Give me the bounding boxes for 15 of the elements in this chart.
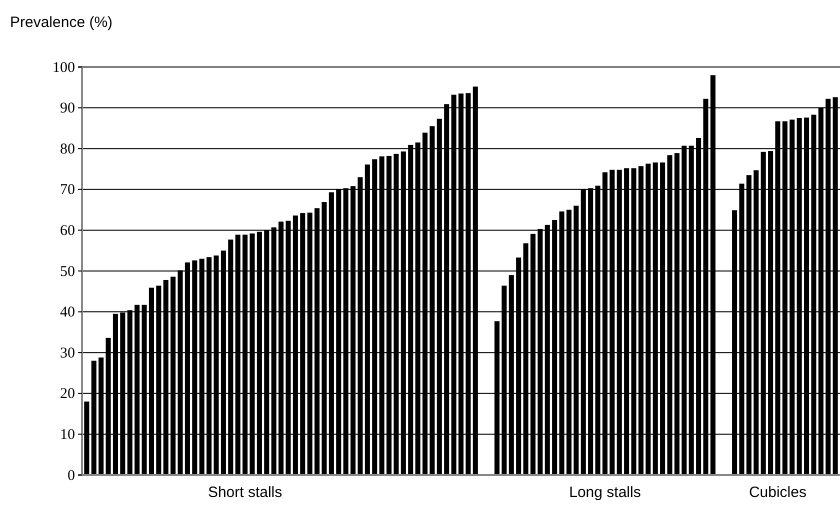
y-tick-label: 10 [60,427,75,443]
y-tick-label: 100 [52,60,75,76]
y-tick-label: 40 [60,304,75,321]
y-tick-label: 90 [60,100,75,117]
x-tick-label: Long stalls [569,484,641,501]
y-tick-label: 60 [60,223,75,239]
y-tick-label: 20 [60,386,75,402]
x-tick-label: Cubicles [748,484,806,501]
y-tick-label: 50 [60,264,75,280]
y-tick-label: 0 [68,468,75,484]
y-axis-title: Prevalence (%) [10,14,113,31]
y-tick-label: 30 [60,345,75,362]
x-tick-label: Short stalls [208,484,282,501]
y-tick-label: 70 [60,182,75,198]
y-tick-label: 80 [60,141,75,158]
